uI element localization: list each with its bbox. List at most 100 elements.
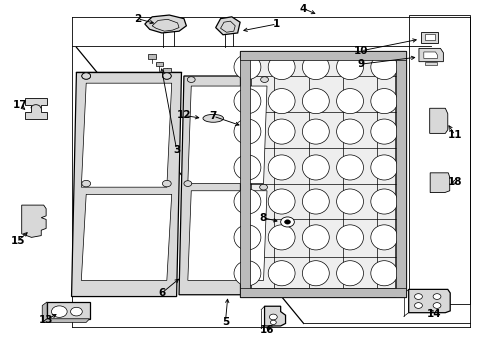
Ellipse shape bbox=[268, 119, 295, 144]
Polygon shape bbox=[240, 51, 406, 297]
Circle shape bbox=[434, 177, 441, 183]
Ellipse shape bbox=[337, 261, 364, 286]
Text: 17: 17 bbox=[13, 100, 27, 111]
Text: 7: 7 bbox=[210, 111, 217, 121]
Polygon shape bbox=[42, 319, 90, 322]
Text: 1: 1 bbox=[273, 19, 280, 29]
Ellipse shape bbox=[371, 155, 398, 180]
Circle shape bbox=[433, 294, 441, 300]
Polygon shape bbox=[81, 194, 172, 280]
Polygon shape bbox=[240, 51, 250, 297]
Text: 12: 12 bbox=[177, 111, 191, 121]
Ellipse shape bbox=[371, 189, 398, 214]
Ellipse shape bbox=[337, 119, 364, 144]
Polygon shape bbox=[156, 62, 163, 66]
Ellipse shape bbox=[268, 89, 295, 114]
Text: 9: 9 bbox=[357, 59, 365, 69]
Text: 5: 5 bbox=[222, 317, 229, 327]
Ellipse shape bbox=[268, 54, 295, 80]
Polygon shape bbox=[419, 48, 443, 62]
Polygon shape bbox=[265, 306, 286, 326]
Polygon shape bbox=[188, 86, 267, 184]
Polygon shape bbox=[72, 72, 181, 297]
Text: 16: 16 bbox=[260, 325, 274, 335]
Circle shape bbox=[415, 294, 422, 300]
Circle shape bbox=[270, 320, 276, 324]
Polygon shape bbox=[145, 15, 186, 33]
Circle shape bbox=[187, 77, 195, 82]
Polygon shape bbox=[430, 173, 450, 193]
Ellipse shape bbox=[371, 89, 398, 114]
Ellipse shape bbox=[371, 261, 398, 286]
Circle shape bbox=[415, 303, 422, 309]
Ellipse shape bbox=[203, 114, 223, 122]
Polygon shape bbox=[396, 51, 406, 297]
Circle shape bbox=[82, 180, 91, 187]
Ellipse shape bbox=[302, 225, 329, 250]
Circle shape bbox=[261, 77, 269, 82]
Circle shape bbox=[30, 229, 38, 235]
Polygon shape bbox=[240, 288, 406, 297]
Ellipse shape bbox=[302, 119, 329, 144]
Text: 6: 6 bbox=[158, 288, 166, 298]
Polygon shape bbox=[188, 191, 267, 280]
Polygon shape bbox=[430, 108, 448, 134]
Ellipse shape bbox=[337, 54, 364, 80]
Polygon shape bbox=[409, 289, 450, 313]
Polygon shape bbox=[163, 68, 171, 72]
Ellipse shape bbox=[268, 261, 295, 286]
Circle shape bbox=[26, 211, 30, 214]
Circle shape bbox=[281, 217, 294, 227]
Text: 4: 4 bbox=[300, 4, 307, 14]
Ellipse shape bbox=[268, 155, 295, 180]
Polygon shape bbox=[42, 302, 47, 322]
Ellipse shape bbox=[234, 155, 261, 180]
Ellipse shape bbox=[371, 54, 398, 80]
Ellipse shape bbox=[234, 261, 261, 286]
Circle shape bbox=[270, 314, 277, 320]
Ellipse shape bbox=[302, 89, 329, 114]
Polygon shape bbox=[421, 32, 439, 42]
Polygon shape bbox=[424, 52, 438, 58]
Ellipse shape bbox=[371, 225, 398, 250]
Polygon shape bbox=[25, 98, 47, 119]
Circle shape bbox=[82, 73, 91, 79]
Text: 11: 11 bbox=[448, 130, 463, 140]
Ellipse shape bbox=[302, 261, 329, 286]
Ellipse shape bbox=[234, 54, 261, 80]
Polygon shape bbox=[425, 62, 437, 65]
Circle shape bbox=[260, 184, 268, 190]
Circle shape bbox=[184, 181, 192, 186]
Ellipse shape bbox=[268, 225, 295, 250]
Ellipse shape bbox=[337, 189, 364, 214]
Text: 8: 8 bbox=[259, 213, 267, 222]
Polygon shape bbox=[22, 205, 46, 237]
Circle shape bbox=[71, 307, 82, 316]
Text: 14: 14 bbox=[427, 310, 441, 319]
Circle shape bbox=[162, 73, 171, 79]
Polygon shape bbox=[216, 17, 240, 35]
Polygon shape bbox=[179, 76, 277, 295]
Text: 10: 10 bbox=[354, 46, 368, 56]
Text: 2: 2 bbox=[134, 14, 141, 24]
Circle shape bbox=[38, 211, 42, 214]
Ellipse shape bbox=[302, 54, 329, 80]
Polygon shape bbox=[425, 34, 435, 40]
Circle shape bbox=[29, 220, 39, 226]
Circle shape bbox=[433, 303, 441, 309]
Circle shape bbox=[29, 209, 39, 216]
Ellipse shape bbox=[302, 155, 329, 180]
Text: 15: 15 bbox=[11, 236, 25, 246]
Circle shape bbox=[82, 73, 91, 79]
Text: 3: 3 bbox=[173, 144, 180, 154]
Ellipse shape bbox=[268, 189, 295, 214]
Ellipse shape bbox=[234, 189, 261, 214]
Polygon shape bbox=[148, 54, 156, 59]
Polygon shape bbox=[240, 51, 406, 60]
Ellipse shape bbox=[337, 89, 364, 114]
Circle shape bbox=[285, 220, 291, 224]
Polygon shape bbox=[47, 302, 90, 319]
Ellipse shape bbox=[371, 119, 398, 144]
Circle shape bbox=[51, 306, 67, 318]
Ellipse shape bbox=[302, 189, 329, 214]
